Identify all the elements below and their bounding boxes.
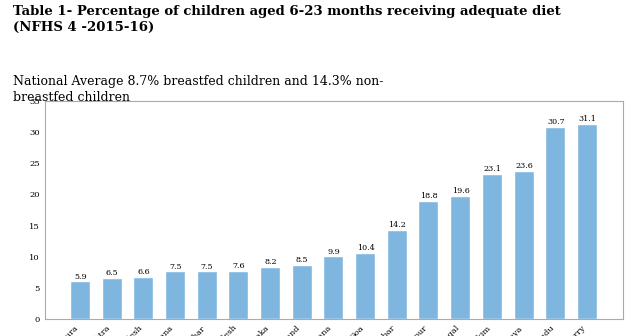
Text: 10.4: 10.4 [357, 244, 375, 252]
Text: 31.1: 31.1 [579, 115, 597, 123]
Text: 14.2: 14.2 [389, 221, 406, 229]
Text: 23.1: 23.1 [483, 165, 501, 173]
Text: 6.5: 6.5 [106, 269, 118, 277]
Bar [546, 128, 565, 319]
Bar [483, 175, 502, 319]
Text: National Average 8.7% breastfed children and 14.3% non-
breastfed children: National Average 8.7% breastfed children… [13, 75, 383, 104]
Bar [166, 272, 185, 319]
Text: 9.9: 9.9 [328, 248, 340, 256]
Bar [388, 230, 407, 319]
Bar [578, 125, 597, 319]
Text: 19.6: 19.6 [452, 187, 469, 195]
Bar [293, 266, 312, 319]
Bar [261, 268, 280, 319]
Bar [356, 254, 375, 319]
Bar [134, 278, 153, 319]
Bar [420, 202, 438, 319]
Bar [515, 172, 534, 319]
Text: 30.7: 30.7 [547, 118, 565, 126]
Text: 5.9: 5.9 [74, 272, 86, 281]
Text: 7.5: 7.5 [169, 262, 182, 270]
Bar [451, 197, 470, 319]
Bar [102, 279, 121, 319]
Bar [324, 257, 343, 319]
Text: 7.6: 7.6 [233, 262, 245, 270]
Text: 23.6: 23.6 [515, 162, 533, 170]
Bar [198, 272, 217, 319]
Text: 8.2: 8.2 [264, 258, 277, 266]
Bar [71, 282, 90, 319]
Text: Table 1- Percentage of children aged 6-23 months receiving adequate diet
(NFHS 4: Table 1- Percentage of children aged 6-2… [13, 5, 560, 34]
Text: 6.6: 6.6 [137, 268, 150, 276]
Text: 18.8: 18.8 [420, 192, 438, 200]
Text: 7.5: 7.5 [201, 262, 213, 270]
Text: 8.5: 8.5 [296, 256, 308, 264]
Bar [230, 272, 248, 319]
